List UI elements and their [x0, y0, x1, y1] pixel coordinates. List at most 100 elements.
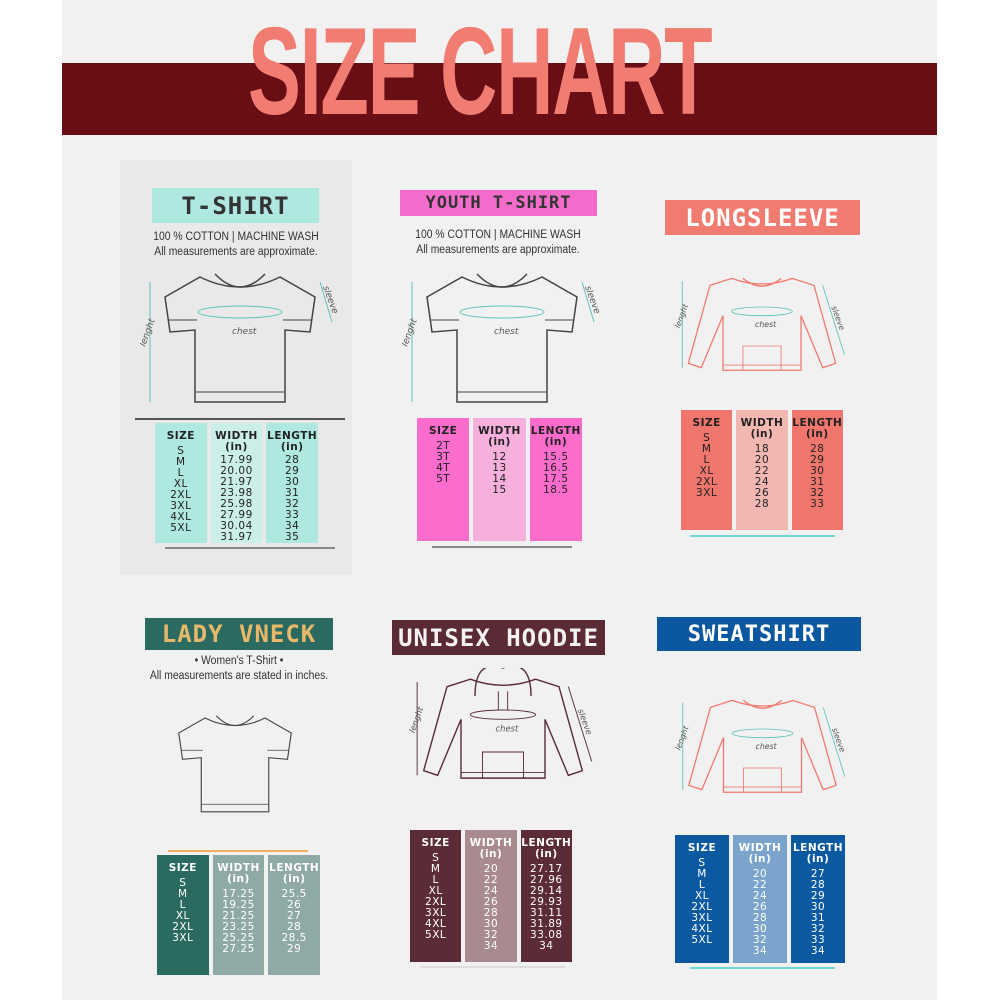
divider — [690, 967, 835, 969]
table-cell: 29 — [810, 454, 825, 466]
sleeve-label: sleeve — [320, 285, 340, 316]
hoodie-column: LENGTH (in) 27.17 27.96 29.14 29.93 31.11 31.8… — [520, 830, 572, 962]
hoodie-size-table: SIZE S M L XL 2XL 3XL 4XL 5XL WIDTH (in) 20 22 24 26 2… — [410, 830, 572, 962]
column-header: WIDTH (in) — [469, 837, 513, 860]
table-cell: 29 — [284, 465, 300, 477]
table-cell: XL — [173, 478, 188, 490]
youth-column: LENGTH (in) 15.5 16.5 17.5 18.5 — [529, 418, 582, 541]
table-cell: 20 — [483, 863, 499, 875]
table-cell: 30 — [483, 918, 499, 930]
table-cell: 3T — [436, 451, 451, 463]
sweatshirt-garment: chest lenght sleeve — [660, 690, 865, 820]
table-cell: 34 — [284, 520, 300, 532]
youth-subtitle: 100 % COTTON | MACHINE WASH — [415, 229, 581, 241]
table-cell: 2XL — [172, 921, 194, 933]
table-cell: 4T — [436, 462, 451, 474]
table-cell: 2T — [436, 440, 451, 452]
lady-column: LENGTH (in) 25.5 26 27 28 28.5 29 — [268, 855, 321, 975]
table-cell: 33 — [284, 509, 300, 521]
table-cell: 20 — [754, 454, 770, 466]
table-cell: S — [177, 445, 185, 457]
table-cell: 33 — [810, 498, 825, 510]
longsleeve-column: WIDTH (in) 18 20 22 24 26 28 — [736, 410, 788, 530]
table-cell: 19.25 — [222, 899, 255, 911]
column-header: LENGTH (in) — [530, 425, 581, 448]
table-cell: L — [179, 899, 187, 911]
lady-size-table: SIZE S M L XL 2XL 3XL WIDTH (in) 17.25 19.25 21.25… — [157, 855, 321, 975]
column-header: LENGTH (in) — [521, 837, 572, 860]
table-cell: 30 — [752, 923, 768, 935]
table-cell: 28.5 — [281, 932, 307, 944]
tshirt-garment: chest lenght sleeve — [138, 262, 340, 412]
sweatshirt-column: SIZE S M L XL 2XL 3XL 4XL 5XL — [675, 835, 729, 963]
divider — [690, 535, 835, 537]
column-header: LENGTH (in) — [792, 417, 843, 440]
divider — [432, 546, 572, 548]
column-header: LENGTH (in) — [269, 862, 320, 885]
table-cell: 21.25 — [222, 910, 255, 922]
table-cell: 3XL — [691, 912, 713, 924]
tshirt-column: WIDTH (in) 17.99 20.00 21.97 23.98 25.98 27.99… — [210, 423, 263, 543]
column-header: SIZE — [692, 417, 721, 429]
table-cell: 2XL — [696, 476, 718, 488]
longsleeve-size-table: SIZE S M L XL 2XL 3XL WIDTH (in) 18 20 22 24 26 28 LEN… — [681, 410, 843, 530]
tshirt-column: LENGTH (in) 28 29 30 31 32 33 34 35 — [266, 423, 319, 543]
table-cell: 31 — [284, 487, 300, 499]
table-cell: L — [703, 454, 710, 466]
lady-column: WIDTH (in) 17.25 19.25 21.25 23.25 25.25 27.25 — [212, 855, 265, 975]
table-cell: 33 — [810, 934, 826, 946]
table-cell: 23.98 — [220, 487, 253, 499]
table-cell: 2XL — [170, 489, 192, 501]
table-cell: 2XL — [425, 896, 447, 908]
youth-title: YOUTH T-SHIRT — [400, 190, 597, 216]
longsleeve-column: LENGTH (in) 28 29 30 31 32 33 — [791, 410, 843, 530]
table-cell: 32 — [284, 498, 300, 510]
column-header: WIDTH (in) — [478, 425, 521, 448]
table-cell: 28 — [286, 921, 302, 933]
divider — [165, 547, 335, 549]
table-cell: 23.25 — [222, 921, 255, 933]
table-cell: M — [430, 863, 441, 875]
table-cell: 34 — [810, 945, 826, 957]
longsleeve-title: LONGSLEEVE — [665, 200, 860, 235]
table-cell: 13 — [492, 462, 507, 474]
table-cell: 32 — [810, 923, 826, 935]
chest-label: chest — [756, 742, 778, 751]
table-cell: 21.97 — [220, 476, 253, 488]
table-cell: 28 — [810, 879, 826, 891]
lady-illustration — [178, 715, 292, 813]
sweatshirt-column: WIDTH (in) 20 22 24 26 28 30 32 34 — [733, 835, 787, 963]
table-cell: 25.5 — [281, 888, 307, 900]
table-cell: L — [698, 879, 706, 891]
column-header: SIZE — [168, 862, 197, 874]
table-cell: 20.00 — [220, 465, 253, 477]
table-cell: XL — [175, 910, 190, 922]
table-cell: 24 — [752, 890, 768, 902]
hoodie-column: SIZE S M L XL 2XL 3XL 4XL 5XL — [410, 830, 462, 962]
table-cell: 31.11 — [530, 907, 563, 919]
table-cell: M — [178, 888, 188, 900]
table-cell: 27.99 — [220, 509, 253, 521]
youth-column: WIDTH (in) 12 13 14 15 — [473, 418, 526, 541]
table-cell: 28 — [483, 907, 499, 919]
table-cell: 17.25 — [222, 888, 255, 900]
title-banner — [62, 63, 937, 135]
table-cell: 22 — [483, 874, 499, 886]
table-cell: 14 — [492, 473, 507, 485]
table-cell: 32 — [483, 929, 499, 941]
table-cell: 29 — [810, 890, 826, 902]
column-header: WIDTH (in) — [738, 842, 782, 865]
table-cell: 3XL — [425, 907, 447, 919]
table-cell: XL — [428, 885, 443, 897]
tshirt-subtitle: 100 % COTTON | MACHINE WASH — [153, 231, 319, 243]
table-cell: 16.5 — [543, 462, 569, 474]
table-cell: 4XL — [691, 923, 713, 935]
chest-label: chest — [496, 723, 519, 733]
table-cell: 24 — [754, 476, 770, 488]
lady-subtitle: • Women's T-Shirt • — [194, 655, 284, 667]
tshirt-size-table: SIZE S M L XL 2XL 3XL 4XL 5XL WIDTH (in) 17.99 20.0… — [155, 423, 319, 543]
length-label: lenght — [673, 302, 690, 329]
table-cell: 35 — [284, 531, 300, 543]
table-cell: S — [703, 432, 711, 444]
table-cell: 32 — [810, 487, 825, 499]
